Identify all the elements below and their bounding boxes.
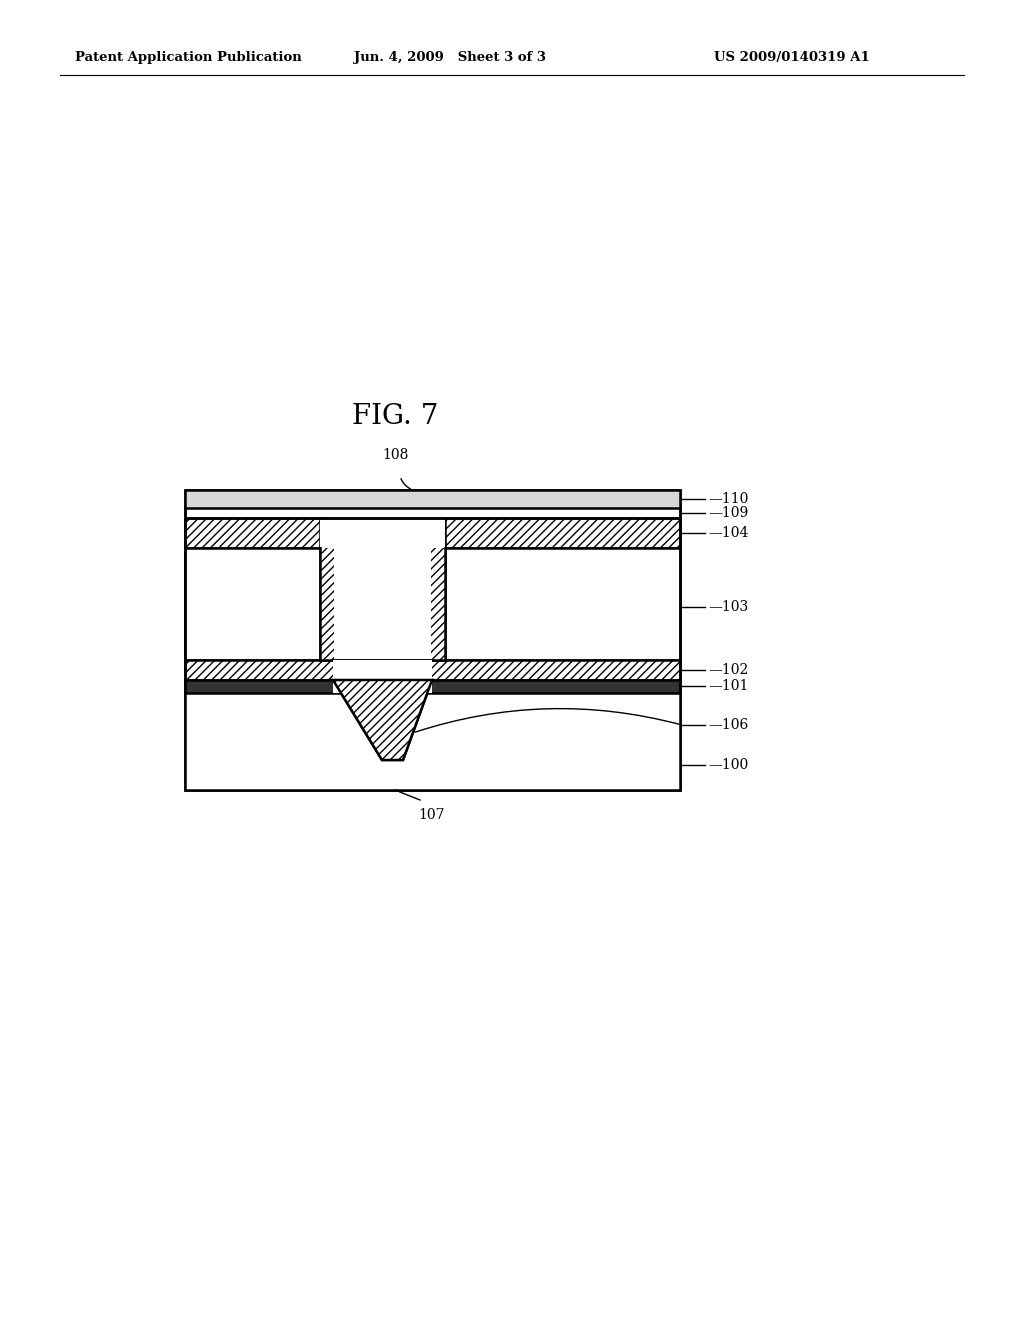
Text: —109: —109 (708, 506, 749, 520)
Polygon shape (333, 680, 432, 760)
Bar (319, 548, 334, 660)
Text: Jun. 4, 2009   Sheet 3 of 3: Jun. 4, 2009 Sheet 3 of 3 (354, 51, 546, 65)
Text: US 2009/0140319 A1: US 2009/0140319 A1 (715, 51, 870, 65)
Bar (185, 517, 319, 548)
Polygon shape (333, 680, 432, 760)
Text: Patent Application Publication: Patent Application Publication (75, 51, 302, 65)
Bar (185, 693, 680, 789)
Text: —102: —102 (708, 663, 749, 677)
Bar (445, 517, 680, 548)
Bar (431, 548, 445, 660)
Bar (185, 490, 680, 508)
Bar (185, 548, 319, 660)
FancyArrowPatch shape (415, 709, 679, 733)
Bar (185, 490, 680, 789)
Bar (319, 548, 445, 660)
Bar (185, 680, 680, 693)
Text: 107: 107 (419, 808, 445, 822)
Text: —110: —110 (708, 492, 749, 506)
Polygon shape (333, 660, 432, 680)
Text: 108: 108 (382, 447, 409, 462)
Bar (185, 660, 680, 680)
Bar (185, 490, 680, 789)
Bar (319, 517, 445, 548)
Text: —106: —106 (708, 718, 749, 733)
Polygon shape (333, 680, 432, 693)
Text: —104: —104 (708, 525, 749, 540)
Text: —103: —103 (708, 601, 749, 614)
Text: —100: —100 (708, 758, 749, 772)
Text: —101: —101 (708, 678, 749, 693)
Bar (445, 548, 680, 660)
Text: FIG. 7: FIG. 7 (352, 403, 438, 430)
